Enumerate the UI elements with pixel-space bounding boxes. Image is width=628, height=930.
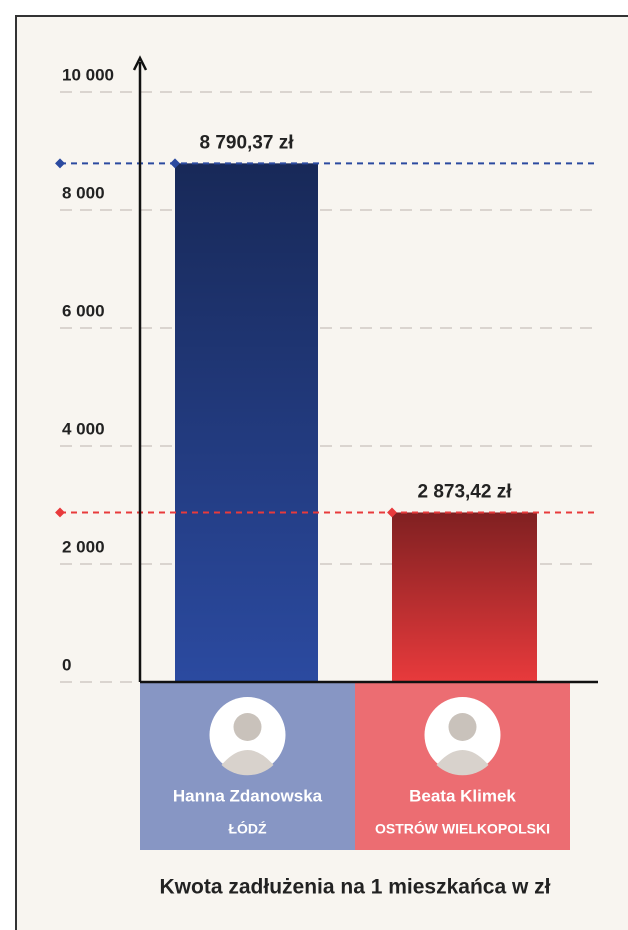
y-tick-label: 4 000	[62, 419, 105, 438]
city-label: ŁÓDŹ	[228, 820, 267, 837]
y-tick-label: 8 000	[62, 183, 105, 202]
x-tick-label: Beata Klimek	[409, 786, 516, 805]
photo-head	[234, 713, 262, 741]
bar-shade	[392, 512, 537, 682]
y-tick-label: 6 000	[62, 301, 105, 320]
chart-title: Kwota zadłużenia na 1 mieszkańca w zł	[160, 876, 551, 899]
chart: Kwota zadłużenia na 1 mieszkańca w zł Ha…	[0, 0, 628, 930]
y-tick-label: 10 000	[62, 65, 114, 84]
city-label: OSTRÓW WIELKOPOLSKI	[375, 820, 550, 837]
page: Kwota zadłużenia na 1 mieszkańca w zł Ha…	[0, 0, 628, 930]
y-tick-label: 2 000	[62, 537, 105, 556]
x-tick-label: Hanna Zdanowska	[173, 786, 323, 805]
bar-shade	[175, 163, 318, 682]
y-tick-label: 0	[62, 655, 71, 674]
photo-head	[449, 713, 477, 741]
value-label: 2 873,42 zł	[417, 481, 512, 502]
value-label: 8 790,37 zł	[199, 132, 294, 153]
